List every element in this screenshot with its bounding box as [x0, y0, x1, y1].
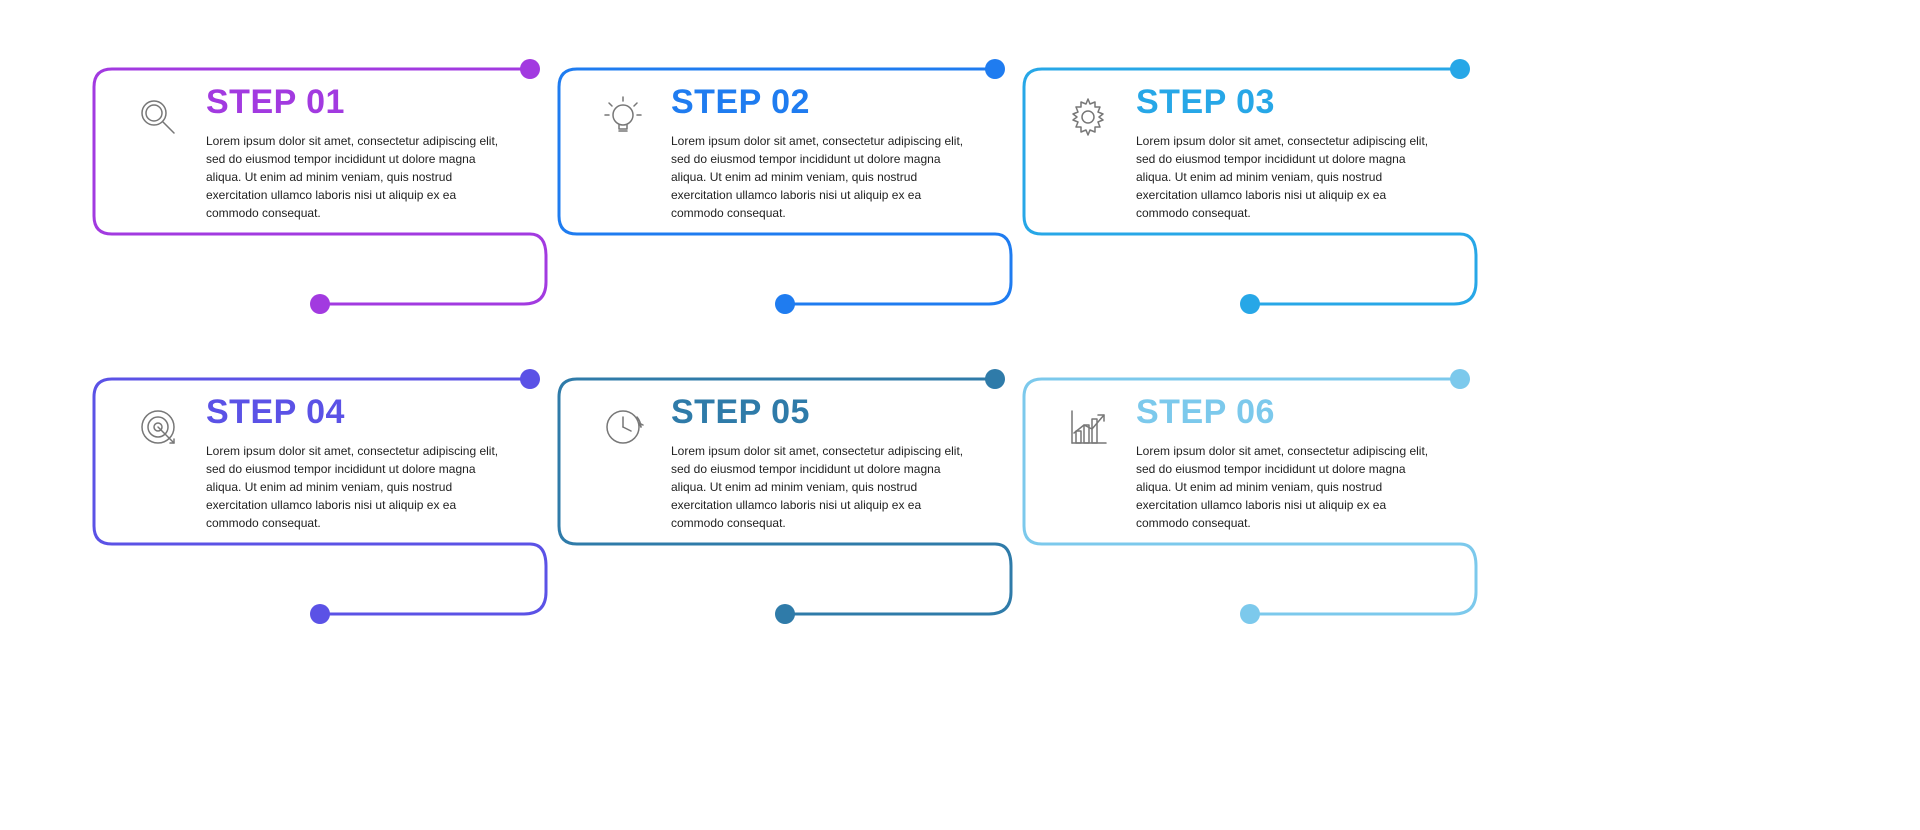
- step-text: STEP 06 Lorem ipsum dolor sit amet, cons…: [1136, 393, 1436, 532]
- step-content: STEP 01 Lorem ipsum dolor sit amet, cons…: [128, 83, 506, 222]
- step-body: Lorem ipsum dolor sit amet, consectetur …: [671, 132, 971, 222]
- step-body: Lorem ipsum dolor sit amet, consectetur …: [206, 132, 506, 222]
- step-text: STEP 03 Lorem ipsum dolor sit amet, cons…: [1136, 83, 1436, 222]
- step-card-4: STEP 04 Lorem ipsum dolor sit amet, cons…: [90, 365, 550, 625]
- step-content: STEP 02 Lorem ipsum dolor sit amet, cons…: [593, 83, 971, 222]
- step-title: STEP 06: [1136, 393, 1436, 432]
- gear-icon: [1058, 87, 1118, 147]
- step-text: STEP 02 Lorem ipsum dolor sit amet, cons…: [671, 83, 971, 222]
- step-title: STEP 01: [206, 83, 506, 122]
- step-body: Lorem ipsum dolor sit amet, consectetur …: [1136, 442, 1436, 532]
- step-body: Lorem ipsum dolor sit amet, consectetur …: [671, 442, 971, 532]
- lightbulb-icon: [593, 87, 653, 147]
- step-body: Lorem ipsum dolor sit amet, consectetur …: [206, 442, 506, 532]
- step-text: STEP 04 Lorem ipsum dolor sit amet, cons…: [206, 393, 506, 532]
- step-title: STEP 03: [1136, 83, 1436, 122]
- step-card-2: STEP 02 Lorem ipsum dolor sit amet, cons…: [555, 55, 1015, 315]
- step-text: STEP 05 Lorem ipsum dolor sit amet, cons…: [671, 393, 971, 532]
- step-title: STEP 05: [671, 393, 971, 432]
- step-card-5: STEP 05 Lorem ipsum dolor sit amet, cons…: [555, 365, 1015, 625]
- step-card-6: STEP 06 Lorem ipsum dolor sit amet, cons…: [1020, 365, 1480, 625]
- step-title: STEP 04: [206, 393, 506, 432]
- clock-icon: [593, 397, 653, 457]
- infographic-canvas: STEP 01 Lorem ipsum dolor sit amet, cons…: [0, 0, 1920, 830]
- step-content: STEP 04 Lorem ipsum dolor sit amet, cons…: [128, 393, 506, 532]
- step-content: STEP 05 Lorem ipsum dolor sit amet, cons…: [593, 393, 971, 532]
- step-title: STEP 02: [671, 83, 971, 122]
- target-icon: [128, 397, 188, 457]
- step-content: STEP 06 Lorem ipsum dolor sit amet, cons…: [1058, 393, 1436, 532]
- step-body: Lorem ipsum dolor sit amet, consectetur …: [1136, 132, 1436, 222]
- step-content: STEP 03 Lorem ipsum dolor sit amet, cons…: [1058, 83, 1436, 222]
- step-card-3: STEP 03 Lorem ipsum dolor sit amet, cons…: [1020, 55, 1480, 315]
- step-text: STEP 01 Lorem ipsum dolor sit amet, cons…: [206, 83, 506, 222]
- chart-icon: [1058, 397, 1118, 457]
- step-card-1: STEP 01 Lorem ipsum dolor sit amet, cons…: [90, 55, 550, 315]
- magnifier-icon: [128, 87, 188, 147]
